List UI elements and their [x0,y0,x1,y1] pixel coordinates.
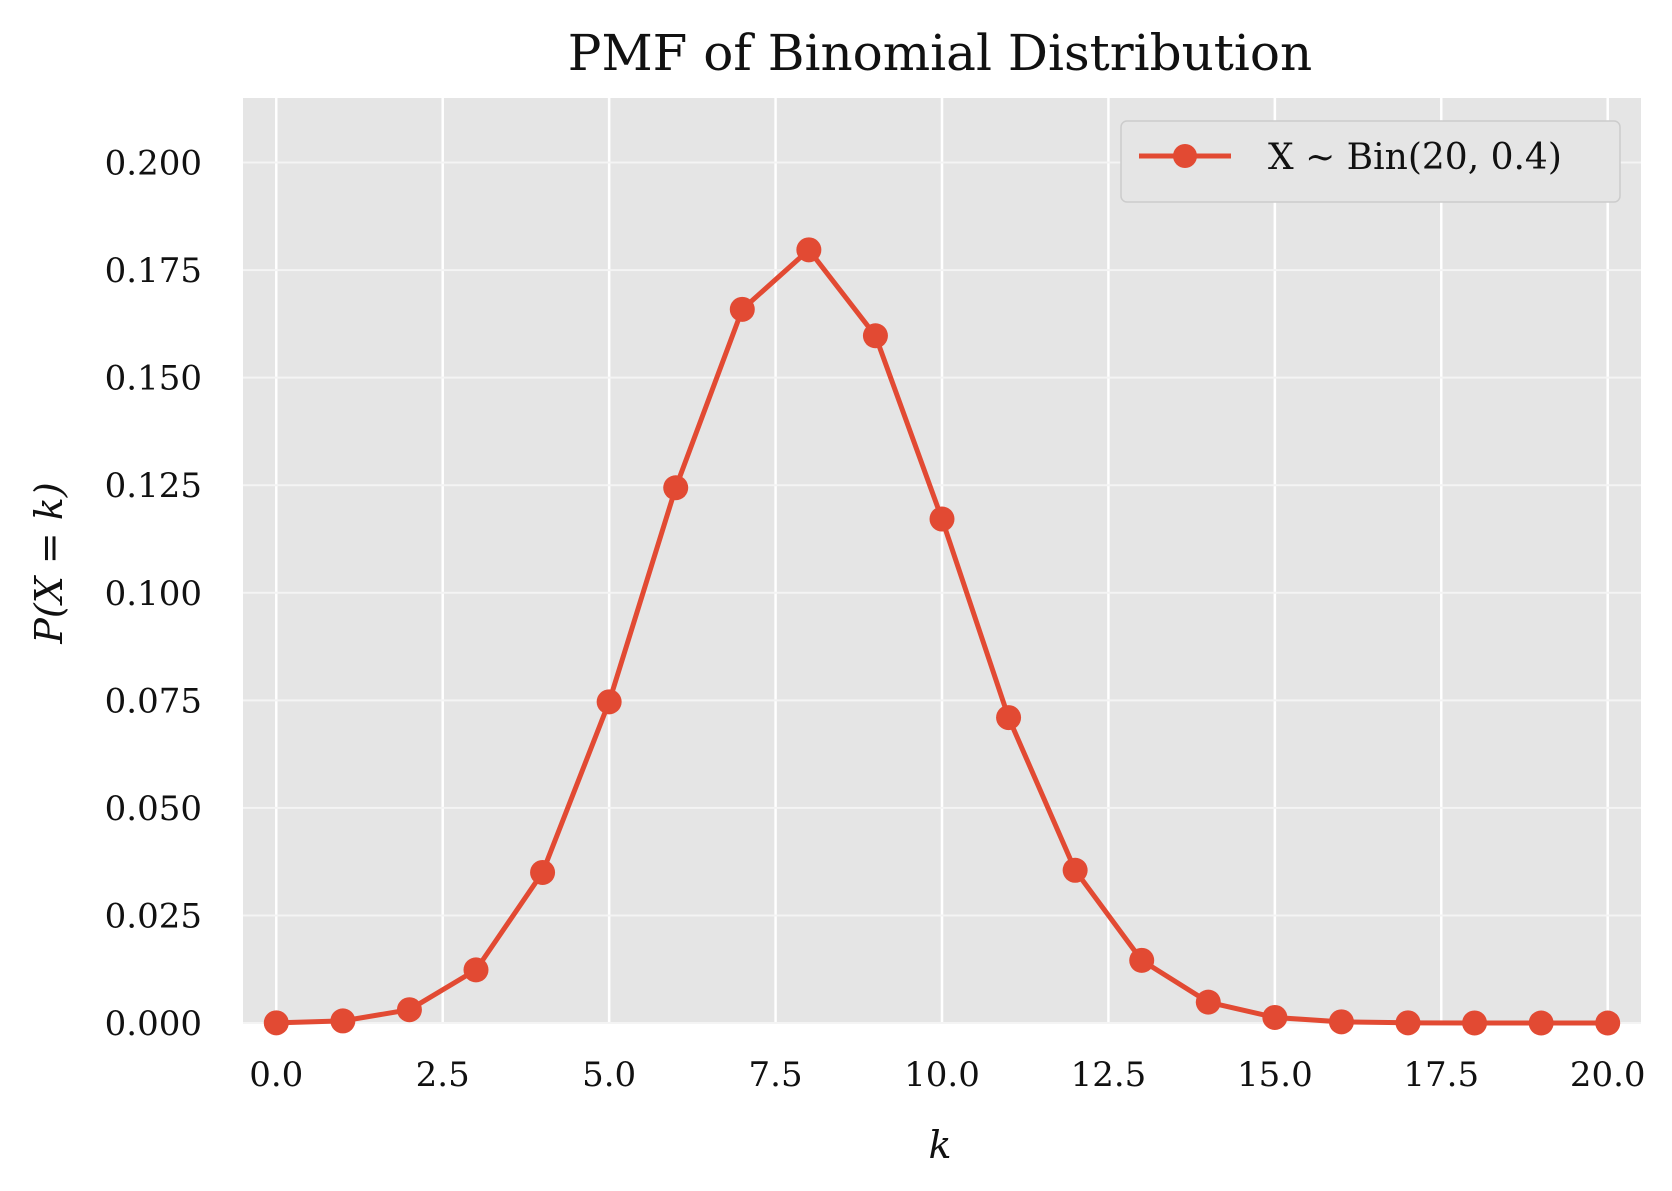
data-point [463,957,489,983]
y-tick-label: 0.175 [105,251,202,291]
y-tick-label: 0.125 [105,466,202,506]
data-point [263,1010,289,1036]
data-point [929,506,955,532]
x-tick-labels: 0.0 2.5 5.0 7.5 10.0 12.5 15.0 17.5 20.0 [249,1055,1645,1095]
x-tick-label: 5.0 [582,1055,636,1095]
data-point [1262,1004,1288,1030]
y-tick-label: 0.100 [105,574,202,614]
data-point [330,1008,356,1034]
chart-title: PMF of Binomial Distribution [568,24,1312,82]
x-tick-label: 17.5 [1403,1055,1479,1095]
data-point [530,859,556,885]
data-point [729,296,755,322]
data-point [1062,857,1088,883]
x-tick-label: 7.5 [749,1055,803,1095]
y-tick-label: 0.050 [105,789,202,829]
x-tick-label: 2.5 [416,1055,470,1095]
data-point [862,323,888,349]
data-point [996,705,1022,731]
data-point [596,689,622,715]
legend-marker [1173,144,1197,168]
y-tick-label: 0.000 [105,1004,202,1044]
data-point [1129,947,1155,973]
legend-box [1120,120,1621,203]
x-axis-label: k [928,1123,951,1167]
legend-label: X ∼ Bin(20, 0.4) [1268,137,1562,178]
data-point [1595,1010,1621,1036]
series-layer [263,237,1621,1036]
x-tick-label: 15.0 [1237,1055,1313,1095]
data-point [396,997,422,1023]
data-point [1195,989,1221,1015]
y-tick-label: 0.150 [105,359,202,399]
y-axis-label: P(X = k) [27,482,71,644]
x-tick-label: 0.0 [249,1055,303,1095]
x-tick-label: 12.5 [1071,1055,1147,1095]
y-tick-label: 0.075 [105,681,202,721]
legend: X ∼ Bin(20, 0.4) [1120,120,1621,203]
data-point [796,237,822,263]
data-point [1528,1010,1554,1036]
data-point [663,475,689,501]
data-point [1395,1010,1421,1036]
y-tick-label: 0.025 [105,896,202,936]
data-point [1328,1009,1354,1035]
y-tick-labels: 0.000 0.025 0.050 0.075 0.100 0.125 0.150 0.175… [105,144,202,1044]
data-point [1462,1010,1488,1036]
y-tick-label: 0.200 [105,144,202,184]
x-tick-label: 10.0 [904,1055,980,1095]
x-tick-label: 20.0 [1570,1055,1646,1095]
